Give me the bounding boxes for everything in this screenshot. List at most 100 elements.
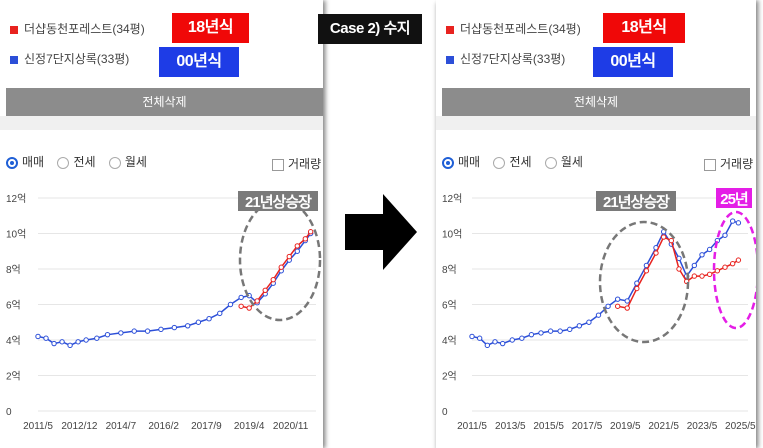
data-point xyxy=(469,333,475,340)
data-point xyxy=(714,268,721,274)
series-line xyxy=(471,220,739,347)
annotation-box xyxy=(596,191,676,211)
divider xyxy=(0,116,323,130)
data-point xyxy=(83,337,89,343)
x-tick-label: 2015/5 xyxy=(533,421,564,432)
annotation-box xyxy=(716,188,752,208)
data-point xyxy=(691,262,698,269)
highlight-ellipse xyxy=(598,220,690,344)
data-point xyxy=(699,273,705,279)
data-point xyxy=(668,237,675,244)
data-point xyxy=(576,323,583,329)
legend-item-1[interactable]: 더샵동천포레스트(34평) xyxy=(446,20,581,37)
data-point xyxy=(94,335,100,341)
data-point xyxy=(238,294,244,301)
y-tick-label: 4억 xyxy=(6,335,21,347)
volume-checkbox[interactable]: 거래량 xyxy=(272,155,321,172)
radio-label: 월세 xyxy=(560,155,583,169)
legend-item-1[interactable]: 더샵동천포레스트(34평) xyxy=(10,20,145,37)
volume-checkbox[interactable]: 거래량 xyxy=(704,155,753,172)
blue-square-icon xyxy=(446,55,454,64)
x-tick-label: 2012/12 xyxy=(61,421,98,432)
x-tick-label: 2017/9 xyxy=(191,421,222,432)
data-point xyxy=(509,337,515,343)
data-point xyxy=(614,303,621,309)
data-point xyxy=(528,331,535,338)
data-point xyxy=(624,305,630,311)
radio-label: 월세 xyxy=(124,155,147,169)
data-point xyxy=(519,335,525,341)
data-point xyxy=(118,330,124,336)
data-point xyxy=(699,252,705,258)
x-tick-label: 2023/5 xyxy=(687,421,718,432)
data-point xyxy=(294,243,300,249)
data-point xyxy=(294,248,300,254)
x-tick-label: 2013/5 xyxy=(495,421,526,432)
build-year-badge-blue: 00년식 xyxy=(593,47,673,77)
y-tick-label: 0 xyxy=(442,407,448,418)
data-point xyxy=(476,335,483,341)
x-tick-label: 2016/2 xyxy=(148,421,179,432)
legend-label: 더샵동천포레스트(34평) xyxy=(460,22,581,36)
radio-icon xyxy=(544,156,557,169)
y-tick-label: 8억 xyxy=(442,264,457,276)
data-point xyxy=(246,305,252,311)
data-point xyxy=(158,326,164,333)
checkbox-label: 거래량 xyxy=(288,157,322,171)
case-label: Case 2) 수지 xyxy=(318,14,422,44)
delete-all-button[interactable]: 전체삭제 xyxy=(6,88,323,116)
data-point xyxy=(195,319,202,325)
data-point xyxy=(104,331,111,338)
radio-monthly[interactable]: 월세 xyxy=(544,153,583,170)
x-tick-label: 2021/5 xyxy=(648,421,679,432)
y-tick-label: 6억 xyxy=(6,300,21,312)
data-point xyxy=(484,342,491,349)
radio-sale[interactable]: 매매 xyxy=(6,153,44,170)
radio-monthly[interactable]: 월세 xyxy=(108,153,147,170)
y-tick-label: 0 xyxy=(6,407,12,418)
radio-icon xyxy=(493,156,506,169)
x-tick-label: 2019/5 xyxy=(610,421,641,432)
data-point xyxy=(557,328,563,334)
data-point xyxy=(35,333,41,340)
data-point xyxy=(254,298,260,304)
data-point xyxy=(227,301,234,308)
data-point xyxy=(144,328,151,334)
delete-all-button[interactable]: 전체삭제 xyxy=(442,88,750,116)
data-point xyxy=(706,271,713,278)
radio-label: 매매 xyxy=(22,155,45,169)
annotation-label: 25년 xyxy=(720,191,748,208)
build-year-badge-red: 18년식 xyxy=(603,13,685,43)
legend-item-2[interactable]: 신정7단지상록(33평) xyxy=(10,50,129,67)
y-tick-label: 6억 xyxy=(442,300,457,312)
x-tick-label: 2017/5 xyxy=(572,421,603,432)
checkbox-icon xyxy=(272,158,284,171)
radio-sale[interactable]: 매매 xyxy=(442,153,480,170)
data-point xyxy=(676,266,682,272)
legend-label: 신정7단지상록(33평) xyxy=(24,52,130,66)
data-point xyxy=(43,335,49,341)
data-point xyxy=(691,273,698,279)
radio-jeonse[interactable]: 전세 xyxy=(493,153,532,170)
price-chart: 0 2억 4억 6억 8억 10억 12억 2011/5 2013/5 2015/5 2017/5 2… xyxy=(442,188,756,432)
radio-icon xyxy=(108,156,121,169)
x-tick-label: 2025/5 xyxy=(725,421,756,432)
data-point xyxy=(184,323,191,329)
data-point xyxy=(206,316,212,322)
legend-item-2[interactable]: 신정7단지상록(33평) xyxy=(446,50,565,67)
x-tick-label: 2019/4 xyxy=(234,421,265,432)
data-point xyxy=(634,285,640,292)
data-point xyxy=(624,298,630,304)
price-chart: 0 2억 4억 6억 8억 10억 12억 2011/5 2012/12 2014/7 2016/2… xyxy=(6,191,322,432)
red-square-icon xyxy=(10,25,18,34)
arrow-right-icon xyxy=(345,194,417,270)
data-point xyxy=(171,324,178,331)
data-point xyxy=(660,234,667,240)
radio-jeonse[interactable]: 전세 xyxy=(57,153,96,170)
y-tick-label: 8억 xyxy=(6,264,21,276)
data-point xyxy=(735,257,742,263)
checkbox-icon xyxy=(704,158,716,171)
data-point xyxy=(653,250,659,256)
legend-label: 신정7단지상록(33평) xyxy=(460,52,566,66)
data-point xyxy=(75,339,81,345)
